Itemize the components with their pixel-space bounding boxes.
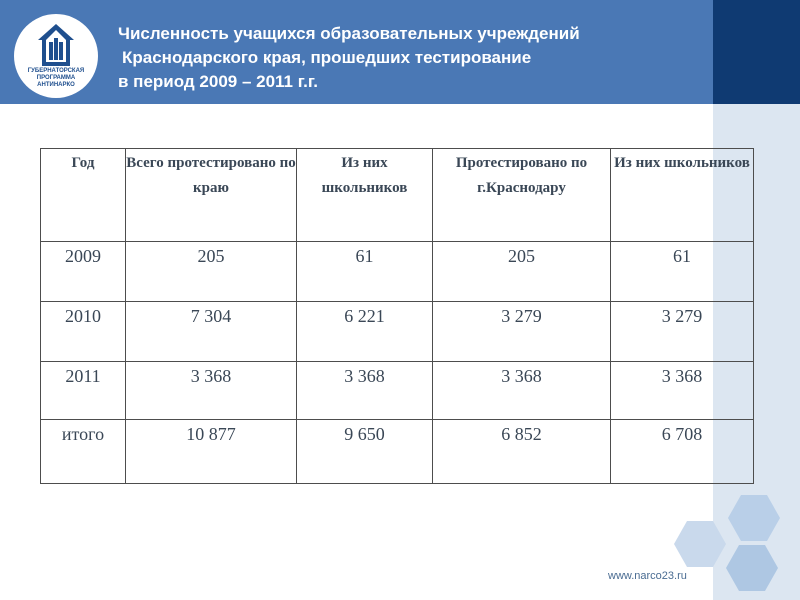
logo-text-line-3: АНТИНАРКО (37, 82, 75, 88)
column-header-total-krasnodar: Протестировано по г.Краснодару (432, 148, 611, 242)
column-header-total-region: Всего протестировано по краю (125, 148, 297, 242)
header-band (0, 0, 713, 104)
column-header-schoolchildren-region: Из них школьников (296, 148, 433, 242)
table-cell: 9 650 (296, 419, 433, 484)
table-row: 2010 7 304 6 221 3 279 3 279 (40, 301, 754, 362)
statistics-table: Год Всего протестировано по краю Из них … (40, 148, 754, 484)
table-cell: 6 708 (610, 419, 754, 484)
table-row: 2009 205 61 205 61 (40, 241, 754, 302)
house-shield-icon (38, 24, 74, 66)
title-line-3: в период 2009 – 2011 г.г. (118, 72, 318, 91)
logo-text-line-2: ПРОГРАММА (36, 75, 76, 81)
table-cell: 2009 (40, 241, 126, 302)
table-row: 2011 3 368 3 368 3 368 3 368 (40, 361, 754, 420)
table-cell: 205 (432, 241, 611, 302)
table-cell: 7 304 (125, 301, 297, 362)
program-logo: ГУБЕРНАТОРСКАЯ ПРОГРАММА АНТИНАРКО (14, 14, 98, 98)
table-cell: 3 279 (432, 301, 611, 362)
table-row: итого 10 877 9 650 6 852 6 708 (40, 419, 754, 484)
table-cell: 6 852 (432, 419, 611, 484)
title-line-1: Численность учащихся образовательных учр… (118, 24, 580, 43)
table-cell: 6 221 (296, 301, 433, 362)
table-cell: 3 279 (610, 301, 754, 362)
title-line-2: Краснодарского края, прошедших тестирова… (122, 48, 532, 67)
table-cell: 3 368 (432, 361, 611, 420)
hexagon-shape (728, 495, 780, 541)
column-header-schoolchildren-krasnodar: Из них школьников (610, 148, 754, 242)
table-cell: 10 877 (125, 419, 297, 484)
column-header-year: Год (40, 148, 126, 242)
footer-url: www.narco23.ru (608, 570, 687, 582)
table-cell: 3 368 (296, 361, 433, 420)
table-cell: 61 (296, 241, 433, 302)
table-cell: 2011 (40, 361, 126, 420)
page-title: Численность учащихся образовательных учр… (118, 22, 698, 94)
hexagon-shape (674, 521, 726, 567)
header-corner-block (713, 0, 800, 104)
hexagon-shape (726, 545, 778, 591)
table-header-row: Год Всего протестировано по краю Из них … (40, 148, 754, 242)
table-cell: 61 (610, 241, 754, 302)
logo-text-line-1: ГУБЕРНАТОРСКАЯ (27, 68, 85, 74)
table-cell: 205 (125, 241, 297, 302)
table-cell: 2010 (40, 301, 126, 362)
table-cell: итого (40, 419, 126, 484)
decorative-hexagons (674, 495, 780, 591)
table-cell: 3 368 (125, 361, 297, 420)
table-cell: 3 368 (610, 361, 754, 420)
